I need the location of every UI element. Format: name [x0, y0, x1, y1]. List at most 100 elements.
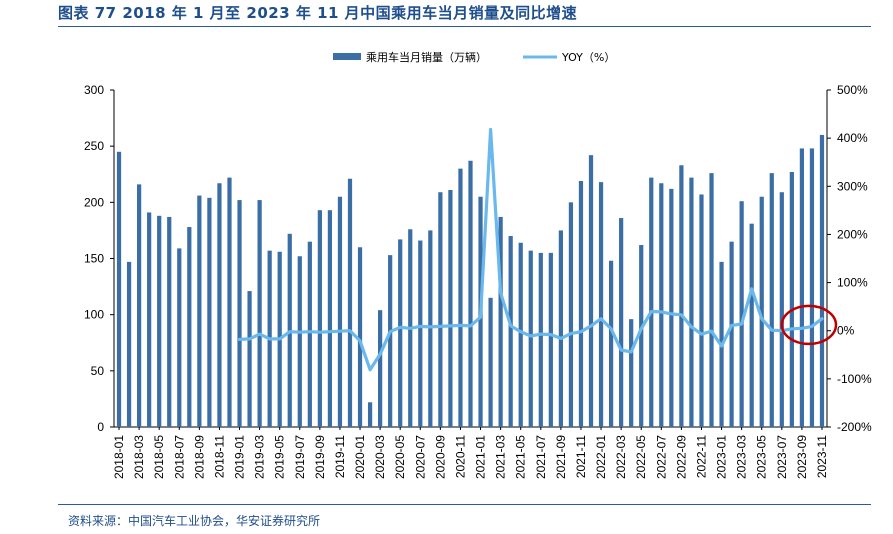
- bar: [629, 319, 634, 427]
- x-tick-label: 2021-03: [494, 435, 508, 479]
- yoy-line-series: [237, 127, 824, 372]
- right-tick-label: 300%: [837, 179, 868, 193]
- bar: [709, 173, 714, 427]
- bar: [548, 252, 553, 427]
- x-tick-label: 2023-11: [815, 435, 829, 478]
- bar: [779, 192, 784, 427]
- bar-series: [116, 134, 825, 428]
- bar: [679, 165, 684, 427]
- right-tick-label: 200%: [837, 227, 868, 241]
- bar: [639, 245, 644, 427]
- bar: [378, 310, 383, 427]
- bar: [659, 183, 664, 427]
- x-tick-label: 2019-01: [233, 435, 247, 479]
- bar: [317, 210, 322, 427]
- x-tick-label: 2020-05: [393, 435, 407, 479]
- chart-legend: 乘用车当月销量（万辆） YOY（%）: [333, 50, 615, 64]
- bar: [247, 291, 252, 427]
- x-tick-label: 2022-05: [634, 435, 648, 479]
- bar: [197, 195, 202, 427]
- right-tick-label: 500%: [837, 83, 868, 97]
- bar: [388, 255, 393, 427]
- bar: [237, 200, 242, 427]
- left-tick-label: 300: [84, 83, 104, 97]
- legend-bar-swatch: [333, 53, 361, 60]
- legend-bar-label: 乘用车当月销量（万辆）: [366, 50, 487, 64]
- bar: [568, 202, 574, 427]
- x-tick-label: 2023-07: [775, 435, 789, 479]
- bar: [177, 248, 182, 427]
- title-divider: [58, 26, 871, 27]
- left-tick-label: 250: [84, 139, 104, 153]
- x-tick-label: 2018-07: [172, 435, 186, 479]
- footer-divider: [58, 504, 871, 505]
- x-tick-label: 2019-09: [313, 435, 327, 479]
- bar: [167, 216, 172, 427]
- legend-line-label: YOY（%）: [561, 51, 615, 64]
- bar: [739, 201, 744, 427]
- left-tick-label: 100: [84, 308, 104, 322]
- x-tick-label: 2021-01: [474, 435, 488, 479]
- bar: [699, 194, 704, 427]
- bar: [669, 188, 674, 427]
- left-tick-label: 0: [97, 420, 104, 434]
- bar: [458, 168, 463, 427]
- bar: [468, 160, 473, 427]
- x-tick-label: 2018-01: [112, 435, 126, 479]
- bar: [558, 230, 563, 427]
- bar: [528, 250, 533, 427]
- bar: [508, 236, 513, 427]
- bar: [157, 215, 162, 427]
- bar: [689, 177, 694, 427]
- bar: [518, 242, 523, 427]
- x-tick-label: 2018-05: [152, 435, 166, 479]
- x-tick-label: 2020-11: [453, 435, 467, 478]
- x-tick-label: 2022-11: [694, 435, 708, 478]
- bar: [749, 223, 754, 427]
- chart-axes: 0 50 100 150 200 250 300 -200% -100% 0% 100% 200% 30…: [84, 83, 872, 479]
- bar: [448, 189, 453, 427]
- bar: [619, 218, 624, 427]
- x-tick-label: 2018-11: [212, 435, 226, 478]
- right-tick-label: 0%: [837, 324, 855, 338]
- highlight-annotation: [780, 304, 838, 346]
- x-tick-label: 2020-01: [353, 435, 367, 479]
- bar: [217, 183, 222, 427]
- bar: [257, 200, 262, 427]
- x-tick-label: 2021-09: [554, 435, 568, 479]
- bar: [438, 192, 443, 427]
- bar: [136, 184, 142, 427]
- bar: [428, 230, 433, 427]
- bar: [759, 196, 764, 427]
- bar: [207, 197, 212, 427]
- bar: [769, 173, 774, 427]
- x-tick-label: 2018-09: [192, 435, 206, 479]
- yoy-line: [237, 127, 824, 372]
- bar: [729, 241, 734, 427]
- chart-canvas: 乘用车当月销量（万辆） YOY（%） 0 50 100 150 200 250 300 -20…: [84, 50, 872, 479]
- chart-title: 图表 77 2018 年 1 月至 2023 年 11 月中国乘用车当月销量及同…: [58, 4, 578, 22]
- x-tick-label: 2022-03: [614, 435, 628, 479]
- bar: [357, 247, 363, 427]
- x-tick-label: 2023-01: [715, 435, 729, 479]
- bar: [498, 216, 503, 427]
- x-tick-label: 2021-07: [534, 435, 548, 479]
- bar: [347, 178, 353, 427]
- left-tick-label: 150: [84, 252, 104, 266]
- bar: [297, 256, 302, 427]
- bar: [337, 196, 343, 427]
- bar: [187, 227, 192, 427]
- bar: [538, 252, 543, 427]
- x-tick-label: 2022-09: [674, 435, 688, 479]
- bar: [799, 148, 805, 427]
- highlight-circle: [780, 304, 838, 346]
- x-tick-label: 2023-09: [795, 435, 809, 479]
- right-tick-label: -100%: [837, 372, 872, 386]
- bar: [588, 155, 594, 428]
- bar: [116, 151, 122, 428]
- bar: [227, 177, 232, 427]
- bar: [367, 402, 373, 427]
- bar: [327, 210, 333, 427]
- x-tick-label: 2019-07: [293, 435, 307, 479]
- x-tick-label: 2019-11: [333, 435, 347, 478]
